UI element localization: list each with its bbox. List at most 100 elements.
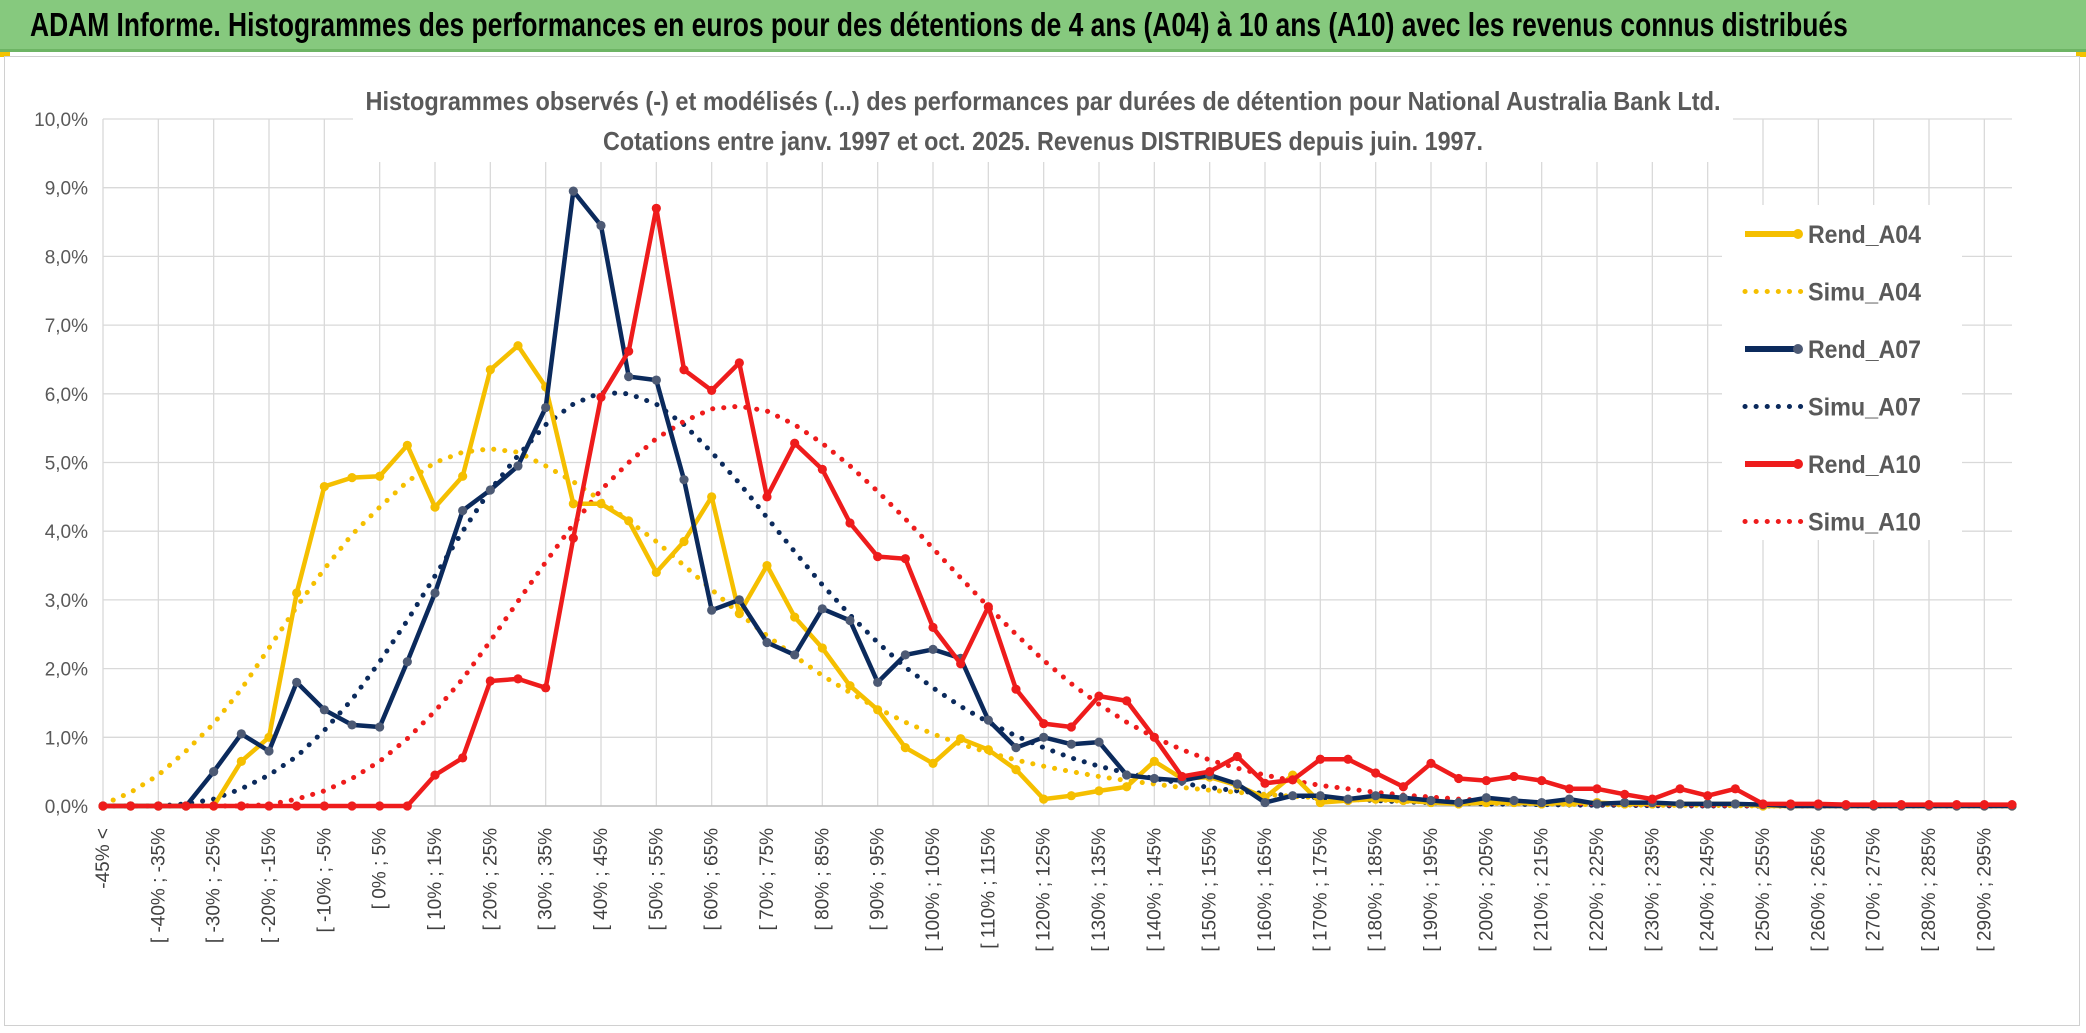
data-point-rend-a07: [1398, 793, 1408, 803]
x-tick-label: [ 200% ; 205%: [1476, 828, 1497, 952]
legend-label-simu-a04: Simu_A04: [1808, 279, 1921, 307]
data-point-rend-a10: [596, 392, 606, 402]
data-point-rend-a07: [624, 372, 634, 382]
data-point-rend-a10: [790, 438, 800, 448]
data-point-rend-a10: [236, 801, 246, 811]
x-tick-label: [ -40% ; -35%: [148, 828, 169, 943]
data-point-rend-a04: [762, 560, 772, 571]
data-point-rend-a10: [762, 492, 772, 502]
y-tick-label: 2,0%: [45, 660, 88, 681]
data-point-rend-a04: [458, 471, 468, 481]
x-tick-label: [ 110% ; 115%: [978, 828, 999, 949]
data-point-rend-a07: [1509, 795, 1519, 806]
x-tick-label: [ 30% ; 35%: [536, 828, 557, 931]
data-point-rend-a10: [1537, 775, 1547, 786]
data-point-rend-a07: [1094, 737, 1104, 747]
data-point-rend-a10: [679, 365, 689, 375]
data-point-rend-a07: [236, 729, 246, 739]
data-point-rend-a07: [1454, 797, 1464, 808]
data-point-rend-a10: [1952, 800, 1962, 810]
data-point-rend-a07: [430, 588, 440, 598]
data-point-rend-a10: [153, 801, 163, 811]
x-tick-label: [ 260% ; 265%: [1808, 828, 1829, 952]
data-point-rend-a10: [1149, 732, 1159, 742]
y-tick-label: 3,0%: [45, 591, 88, 612]
data-point-rend-a10: [458, 753, 468, 763]
data-point-rend-a10: [1564, 784, 1574, 794]
y-tick-label: 10,0%: [34, 110, 88, 131]
data-point-rend-a10: [845, 518, 855, 528]
data-point-rend-a10: [1288, 775, 1298, 785]
data-point-rend-a04: [319, 481, 329, 492]
x-tick-label: [ 160% ; 165%: [1255, 828, 1276, 952]
x-tick-label: [ 90% ; 95%: [868, 828, 889, 931]
x-tick-label: [ 280% ; 285%: [1919, 828, 1940, 952]
data-point-rend-a10: [1758, 799, 1768, 809]
data-point-rend-a10: [402, 801, 412, 811]
x-tick-label: [ 70% ; 75%: [757, 828, 778, 931]
data-point-rend-a07: [513, 461, 523, 471]
data-point-rend-a10: [1481, 775, 1491, 786]
data-point-rend-a04: [292, 588, 302, 598]
legend-label-rend-a04: Rend_A04: [1808, 221, 1921, 249]
data-point-rend-a07: [347, 720, 357, 730]
data-point-rend-a07: [1730, 799, 1740, 809]
data-point-rend-a07: [375, 722, 385, 732]
data-point-rend-a07: [873, 677, 883, 687]
data-point-rend-a10: [707, 385, 717, 395]
data-point-rend-a07: [209, 767, 219, 777]
data-point-rend-a10: [928, 622, 938, 632]
y-tick-label: 9,0%: [45, 179, 88, 200]
y-tick-label: 6,0%: [45, 385, 88, 406]
x-tick-label: [ 150% ; 155%: [1200, 828, 1221, 952]
data-point-rend-a04: [928, 758, 938, 769]
data-point-rend-a10: [1232, 751, 1242, 762]
data-point-rend-a04: [513, 341, 523, 351]
x-tick-label: [ 180% ; 185%: [1366, 828, 1387, 952]
data-point-rend-a04: [1094, 786, 1104, 796]
x-tick-label: [ -20% ; -15%: [259, 828, 280, 943]
data-point-rend-a07: [1232, 779, 1242, 789]
x-tick-label: [ 170% ; 175%: [1310, 828, 1331, 952]
data-point-rend-a10: [1454, 773, 1464, 784]
y-tick-label: 7,0%: [45, 316, 88, 337]
data-point-rend-a07: [1703, 799, 1713, 809]
data-point-rend-a10: [1979, 800, 1989, 810]
data-point-rend-a07: [762, 637, 772, 648]
y-tick-label: 1,0%: [45, 728, 88, 749]
data-point-rend-a07: [1620, 797, 1630, 808]
x-tick-label: [ 50% ; 55%: [646, 828, 667, 931]
data-point-rend-a07: [983, 715, 993, 725]
data-point-rend-a04: [734, 609, 744, 619]
x-tick-label: -45% <: [93, 828, 114, 889]
data-point-rend-a04: [1011, 764, 1021, 775]
y-tick-label: 8,0%: [45, 247, 88, 268]
data-point-rend-a04: [790, 612, 800, 622]
legend-label-simu-a07: Simu_A07: [1808, 394, 1921, 422]
data-point-rend-a10: [1924, 800, 1934, 810]
corner-mark-left: [0, 52, 10, 57]
x-tick-label: [ -30% ; -25%: [204, 828, 225, 943]
data-point-rend-a10: [1177, 771, 1187, 782]
data-point-rend-a10: [1675, 784, 1685, 794]
data-point-rend-a07: [541, 402, 551, 413]
chart-title-background: [353, 80, 1733, 162]
data-point-rend-a10: [126, 801, 136, 811]
x-tick-label: [ 270% ; 275%: [1864, 828, 1885, 952]
data-point-rend-a10: [1343, 754, 1353, 764]
data-point-rend-a07: [900, 650, 910, 660]
data-point-rend-a07: [707, 605, 717, 615]
data-point-rend-a07: [679, 475, 689, 485]
data-point-rend-a07: [1537, 797, 1547, 808]
data-point-rend-a04: [1039, 794, 1049, 804]
data-point-rend-a04: [1122, 782, 1132, 792]
data-point-rend-a10: [347, 801, 357, 811]
data-point-rend-a07: [845, 615, 855, 626]
series-line-rend-a07: [103, 188, 2012, 809]
data-point-rend-a07: [402, 657, 412, 667]
data-point-rend-a07: [651, 375, 661, 385]
chart-title: Histogrammes observés (-) et modélisés (…: [366, 86, 1721, 116]
data-point-rend-a10: [1620, 789, 1630, 799]
data-point-rend-a07: [485, 485, 495, 495]
data-point-rend-a07: [1592, 799, 1602, 809]
